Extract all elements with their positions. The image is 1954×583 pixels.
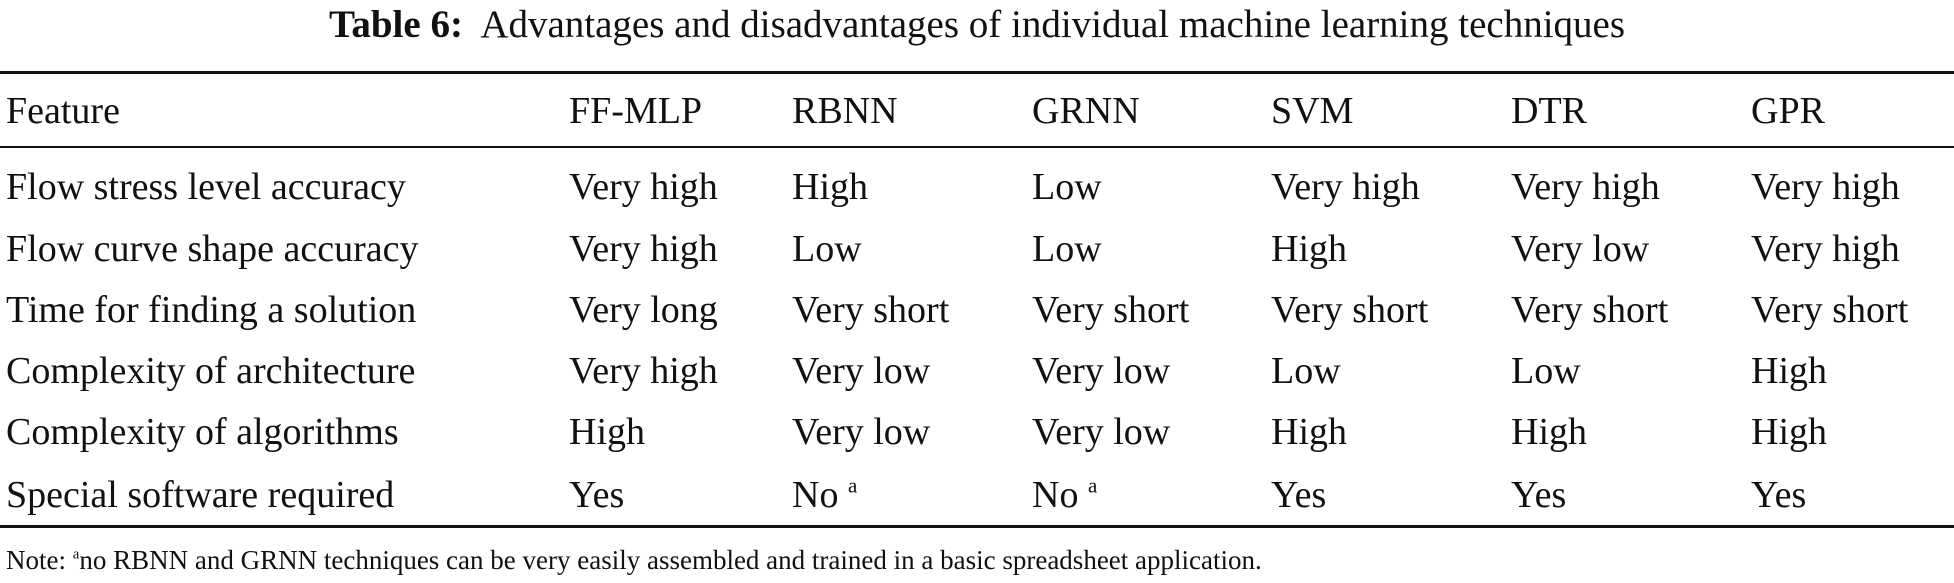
table-cell: Very low: [1511, 228, 1650, 270]
table-cell: Very high: [1751, 228, 1900, 270]
table-cell: High: [792, 166, 868, 208]
header-cell: RBNN: [792, 90, 898, 132]
note-sup: a: [72, 546, 80, 563]
table-cell: Low: [1032, 228, 1102, 270]
table-cell: Very short: [1271, 289, 1429, 331]
table-cell: Very high: [1751, 166, 1900, 208]
header-cell: GRNN: [1032, 90, 1140, 132]
table-cell: Very high: [1511, 166, 1660, 208]
table-cell: Very low: [1032, 411, 1171, 453]
table-cell: Special software required: [6, 474, 395, 516]
table-cell: Very long: [569, 289, 718, 331]
table-cell: Low: [1511, 350, 1581, 392]
table-cell: Time for finding a solution: [6, 289, 417, 331]
header-cell: SVM: [1271, 90, 1354, 132]
table-cell: Complexity of algorithms: [6, 411, 399, 453]
caption-label: Table 6:: [328, 3, 463, 46]
table-cell: Very low: [1032, 350, 1171, 392]
table-cell: Low: [1271, 350, 1341, 392]
note-label: Note:: [6, 545, 66, 575]
table-cell: Yes: [1511, 474, 1567, 516]
table-cell: Very high: [569, 228, 718, 270]
table-cell: High: [569, 411, 645, 453]
footnote-mark: a: [847, 473, 858, 498]
cell-text: No: [792, 474, 839, 516]
table-cell: Yes: [1751, 474, 1807, 516]
table-cell: No a: [1032, 473, 1098, 516]
table-cell: Yes: [569, 474, 625, 516]
table-cell: High: [1511, 411, 1587, 453]
bottom-rule: [0, 525, 1954, 528]
table-cell: Flow curve shape accuracy: [6, 228, 419, 270]
header-cell: GPR: [1751, 90, 1825, 132]
table-cell: Low: [1032, 166, 1102, 208]
table-cell: High: [1751, 350, 1827, 392]
caption: Table 6: Advantages and disadvantages of…: [0, 3, 1954, 47]
cell-text: No: [1032, 474, 1079, 516]
table-cell: Very high: [569, 350, 718, 392]
table-cell: High: [1271, 228, 1347, 270]
table-cell: Yes: [1271, 474, 1327, 516]
table-cell: Very low: [792, 411, 931, 453]
header-cell: Feature: [6, 90, 120, 132]
header-cell: DTR: [1511, 90, 1587, 132]
header-cell: FF-MLP: [569, 90, 703, 132]
table-cell: Very short: [1032, 289, 1190, 331]
table-cell: Very high: [569, 166, 718, 208]
table-cell: Flow stress level accuracy: [6, 166, 406, 208]
table-cell: High: [1751, 411, 1827, 453]
table-cell: Very short: [792, 289, 950, 331]
top-rule: [0, 71, 1954, 74]
table-cell: Complexity of architecture: [6, 350, 416, 392]
table-cell: Very high: [1271, 166, 1420, 208]
table-cell: Low: [792, 228, 862, 270]
note: Note: ano RBNN and GRNN techniques can b…: [6, 544, 1262, 576]
table-cell: Very short: [1511, 289, 1669, 331]
caption-text: Advantages and disadvantages of individu…: [480, 3, 1626, 46]
table-cell: Very short: [1751, 289, 1909, 331]
table-cell: Very low: [792, 350, 931, 392]
table-cell: No a: [792, 473, 858, 516]
table-cell: High: [1271, 411, 1347, 453]
header-rule: [0, 146, 1954, 148]
footnote-mark: a: [1087, 473, 1098, 498]
note-text: no RBNN and GRNN techniques can be very …: [79, 545, 1262, 575]
